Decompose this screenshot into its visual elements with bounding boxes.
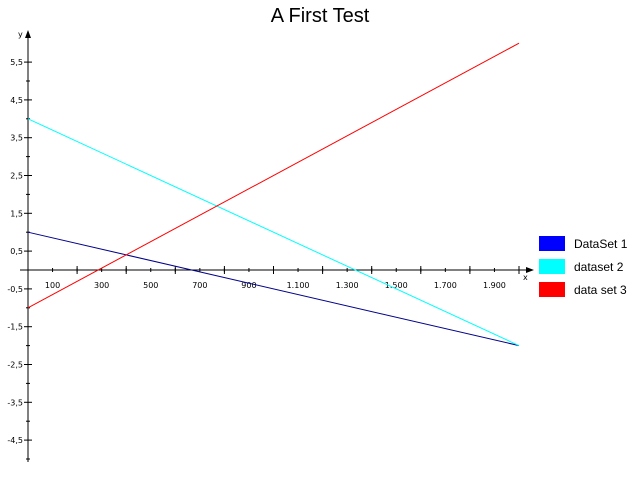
x-axis-label: x [523, 273, 528, 282]
y-tick-label: 3,5 [10, 134, 23, 143]
x-tick-label: 700 [192, 281, 207, 290]
x-tick-label: 300 [94, 281, 109, 290]
y-axis-label: y [18, 30, 23, 39]
legend-swatch-2 [539, 259, 565, 274]
legend-swatch-1 [539, 236, 565, 251]
y-tick-label: 0,5 [10, 247, 23, 256]
x-tick-label: 900 [241, 281, 256, 290]
y-tick-label: 5,5 [10, 58, 23, 67]
y-tick-label: 2,5 [10, 172, 23, 181]
x-tick-label: 500 [143, 281, 158, 290]
y-tick-label: -4,5 [7, 436, 23, 445]
legend-label-1: DataSet 1 [574, 237, 628, 251]
series-line-1 [27, 231, 520, 347]
y-axis-arrow [25, 30, 31, 38]
legend-swatch-3 [539, 282, 565, 297]
x-tick-label: 1.300 [336, 281, 359, 290]
x-axis-arrow [526, 267, 534, 273]
series-line-3 [27, 42, 520, 309]
legend-label-3: data set 3 [574, 283, 627, 297]
y-tick-label: -1,5 [7, 323, 23, 332]
x-tick-label: 1.500 [385, 281, 408, 290]
x-tick-label: 1.700 [434, 281, 457, 290]
y-tick-label: -0,5 [7, 285, 23, 294]
y-tick-label: 4,5 [10, 96, 23, 105]
y-tick-label: 1,5 [10, 209, 23, 218]
series-lines [27, 42, 520, 347]
series-line-2 [27, 118, 520, 347]
chart-title: A First Test [271, 5, 370, 27]
legend-label-2: dataset 2 [574, 260, 624, 274]
y-tick-label: -3,5 [7, 398, 23, 407]
x-tick-label: 1.100 [287, 281, 310, 290]
axes: y x 5,5 4,5 3,5 2,5 1,5 0,5 -0,5 -1,5 -2,5 -3,5 -4,5… [7, 30, 534, 462]
x-tick-label: 1.900 [483, 281, 506, 290]
x-tick-label: 100 [45, 281, 60, 290]
legend: DataSet 1 dataset 2 data set 3 [539, 236, 628, 297]
y-tick-label: -2,5 [7, 361, 23, 370]
